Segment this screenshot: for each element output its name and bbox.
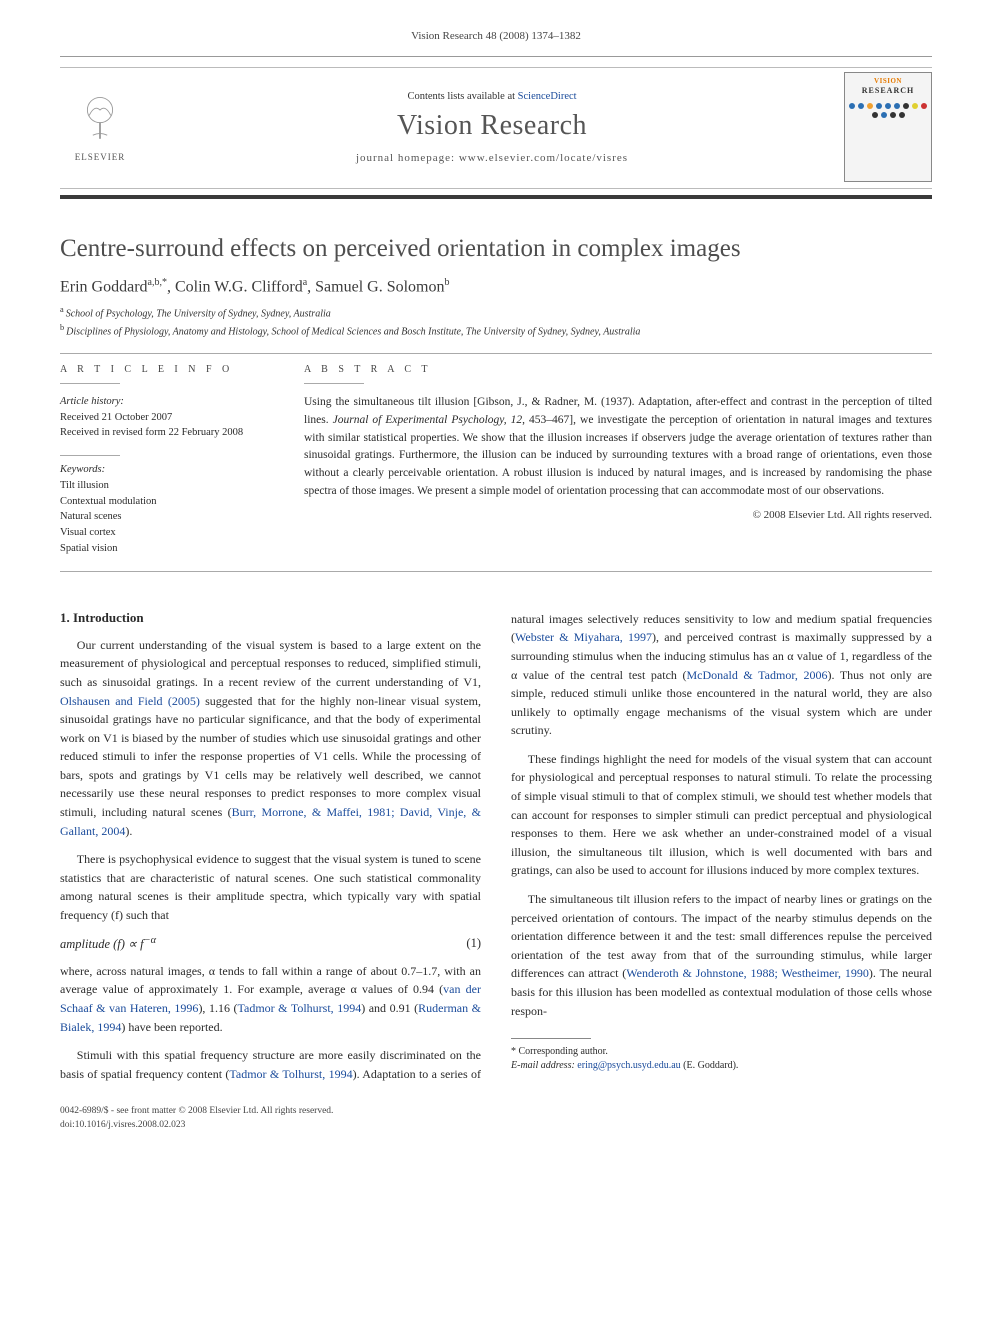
- keyword-item: Natural scenes: [60, 511, 122, 522]
- cover-dots: [849, 103, 927, 118]
- article-info-column: A R T I C L E I N F O Article history: R…: [60, 364, 270, 557]
- abstract-label-rule: [304, 383, 364, 384]
- info-abstract-row: A R T I C L E I N F O Article history: R…: [60, 364, 932, 557]
- footnote-rule: [511, 1038, 591, 1039]
- keywords-list: Tilt illusion Contextual modulation Natura…: [60, 480, 157, 554]
- intro-para-2: There is psychophysical evidence to sugg…: [60, 850, 481, 924]
- author-2: , Colin W.G. Clifford: [167, 278, 303, 295]
- abstract-text: Using the simultaneous tilt illusion [Gi…: [304, 394, 932, 501]
- eq-body: amplitude (f) ∝ f: [60, 937, 144, 951]
- keyword-item: Tilt illusion: [60, 480, 109, 491]
- masthead-center: Contents lists available at ScienceDirec…: [140, 91, 844, 164]
- p1-text-b: suggested that for the highly non-linear…: [60, 694, 481, 820]
- intro-para-5: These findings highlight the need for mo…: [511, 750, 932, 880]
- keywords-heading: Keywords:: [60, 464, 105, 475]
- cover-dot: [876, 103, 882, 109]
- sciencedirect-link[interactable]: ScienceDirect: [518, 91, 577, 102]
- abs-journal-ital: Journal of Experimental Psychology, 12: [333, 414, 523, 426]
- contents-available: Contents lists available at ScienceDirec…: [140, 91, 844, 102]
- history-revised: Received in revised form 22 February 200…: [60, 427, 243, 438]
- doi-line: doi:10.1016/j.visres.2008.02.023: [60, 1119, 932, 1132]
- keyword-item: Contextual modulation: [60, 496, 157, 507]
- article-info-label: A R T I C L E I N F O: [60, 364, 270, 375]
- cover-dot: [867, 103, 873, 109]
- cover-brand: VISION: [874, 77, 902, 85]
- eq-exponent: −α: [144, 935, 157, 946]
- email-label: E-mail address:: [511, 1060, 577, 1071]
- running-head: Vision Research 48 (2008) 1374–1382: [60, 30, 932, 42]
- p3-text-d: ) have been reported.: [121, 1020, 222, 1034]
- keywords-block: Keywords: Tilt illusion Contextual modula…: [60, 462, 270, 557]
- cover-dot: [885, 103, 891, 109]
- intro-para-6: The simultaneous tilt illusion refers to…: [511, 890, 932, 1020]
- p3-text-b: ), 1.16 (: [198, 1001, 237, 1015]
- equation-1: amplitude (f) ∝ f−α (1): [60, 935, 481, 952]
- cover-dot: [899, 112, 905, 118]
- body-two-column: 1. Introduction Our current understandin…: [60, 610, 932, 1084]
- author-1: Erin Goddard: [60, 278, 148, 295]
- author-1-affil: a,b,*: [148, 277, 167, 288]
- cover-dot: [858, 103, 864, 109]
- history-heading: Article history:: [60, 396, 124, 407]
- history-received: Received 21 October 2007: [60, 412, 172, 423]
- author-3: , Samuel G. Solomon: [307, 278, 444, 295]
- cover-dot: [921, 103, 927, 109]
- cover-dot: [881, 112, 887, 118]
- abs-part-3: , 453–467], we investigate the perceptio…: [304, 414, 932, 497]
- abstract-column: A B S T R A C T Using the simultaneous t…: [304, 364, 932, 557]
- rule-above-info: [60, 353, 932, 354]
- author-list: Erin Goddarda,b,*, Colin W.G. Clifforda,…: [60, 277, 932, 296]
- cover-dot: [912, 103, 918, 109]
- rule-top: [60, 56, 932, 57]
- corr-author-line: * Corresponding author.: [511, 1045, 932, 1059]
- front-matter-line: 0042-6989/$ - see front matter © 2008 El…: [60, 1105, 932, 1118]
- journal-cover-thumb: VISION RESEARCH: [844, 72, 932, 182]
- ref-tadmor-1994[interactable]: Tadmor & Tolhurst, 1994: [238, 1001, 362, 1015]
- email-suffix: (E. Goddard).: [681, 1060, 739, 1071]
- affil-b: Disciplines of Physiology, Anatomy and H…: [66, 326, 640, 337]
- p3-text-a: where, across natural images, α tends to…: [60, 964, 481, 997]
- info-label-rule: [60, 383, 120, 384]
- affil-a: School of Psychology, The University of …: [66, 309, 331, 320]
- rule-below-abstract: [60, 571, 932, 572]
- keyword-item: Spatial vision: [60, 543, 117, 554]
- p1-text-a: Our current understanding of the visual …: [60, 638, 481, 689]
- journal-title: Vision Research: [140, 110, 844, 142]
- ref-wenderoth-westheimer[interactable]: Wenderoth & Johnstone, 1988; Westheimer,…: [626, 966, 869, 980]
- cover-dot: [894, 103, 900, 109]
- section-1-heading: 1. Introduction: [60, 610, 481, 626]
- masthead: ELSEVIER Contents lists available at Sci…: [60, 67, 932, 189]
- cover-dot: [890, 112, 896, 118]
- ref-webster-1997[interactable]: Webster & Miyahara, 1997: [515, 630, 652, 644]
- article-title: Centre-surround effects on perceived ori…: [60, 235, 932, 263]
- p1-text-c: ).: [125, 824, 132, 838]
- eq-number: (1): [466, 936, 481, 951]
- keywords-rule: [60, 455, 120, 456]
- abstract-copyright: © 2008 Elsevier Ltd. All rights reserved…: [304, 509, 932, 521]
- author-3-affil: b: [445, 277, 450, 288]
- article-history: Article history: Received 21 October 200…: [60, 394, 270, 441]
- footer-meta: 0042-6989/$ - see front matter © 2008 El…: [60, 1105, 932, 1132]
- abstract-label: A B S T R A C T: [304, 364, 932, 375]
- intro-para-3: where, across natural images, α tends to…: [60, 962, 481, 1036]
- p3-text-c: ) and 0.91 (: [361, 1001, 418, 1015]
- affiliations: aSchool of Psychology, The University of…: [60, 304, 932, 339]
- corresponding-author-note: * Corresponding author. E-mail address: …: [511, 1045, 932, 1073]
- publisher-name: ELSEVIER: [60, 152, 140, 162]
- ref-olshausen-field-2005[interactable]: Olshausen and Field (2005): [60, 694, 200, 708]
- intro-para-1: Our current understanding of the visual …: [60, 636, 481, 841]
- cover-subtitle: RESEARCH: [862, 86, 914, 95]
- contents-prefix: Contents lists available at: [407, 91, 517, 102]
- journal-homepage: journal homepage: www.elsevier.com/locat…: [140, 152, 844, 164]
- elsevier-tree-icon: [73, 92, 127, 146]
- cover-dot: [872, 112, 878, 118]
- corr-email-link[interactable]: ering@psych.usyd.edu.au: [577, 1060, 680, 1071]
- ref-tadmor-1994b[interactable]: Tadmor & Tolhurst, 1994: [229, 1067, 352, 1081]
- publisher-logo-block: ELSEVIER: [60, 92, 140, 162]
- rule-thick: [60, 195, 932, 199]
- ref-mcdonald-2006[interactable]: McDonald & Tadmor, 2006: [687, 668, 828, 682]
- cover-dot: [903, 103, 909, 109]
- cover-dot: [849, 103, 855, 109]
- keyword-item: Visual cortex: [60, 527, 116, 538]
